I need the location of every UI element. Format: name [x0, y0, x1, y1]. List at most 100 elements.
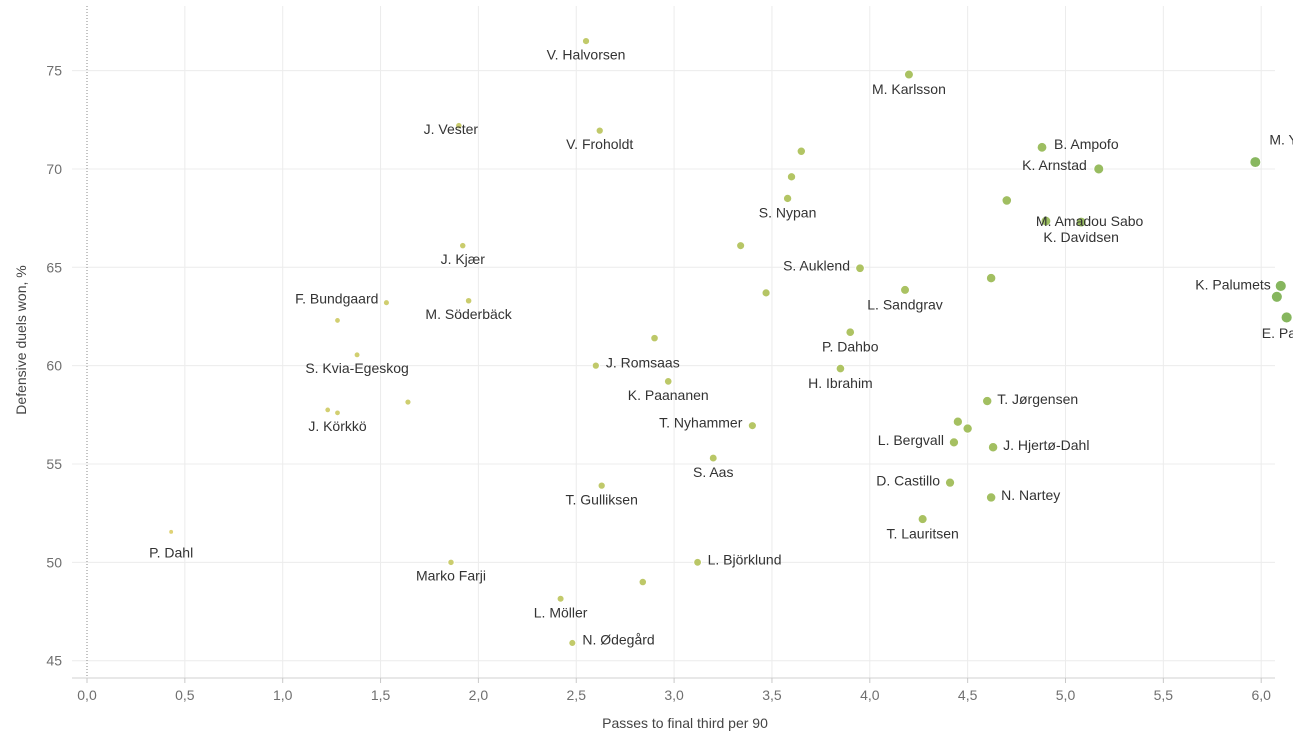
point-label: L. Möller: [534, 604, 588, 620]
data-point: [900, 284, 911, 295]
data-point: [987, 442, 999, 453]
data-point: [168, 528, 175, 535]
data-point: [1040, 215, 1052, 227]
y-tick-label: 75: [46, 63, 62, 79]
data-point: [981, 395, 993, 407]
point-label: V. Halvorsen: [547, 47, 626, 63]
y-tick-label: 45: [46, 653, 62, 669]
x-tick-label: 0,5: [175, 687, 195, 703]
data-point: [447, 558, 455, 567]
point-label: M. Yalcouyé: [1269, 132, 1293, 148]
data-point: [595, 126, 604, 135]
point-label: J. Körkkö: [308, 418, 367, 434]
data-point: [1270, 290, 1283, 303]
point-label: H. Ibrahim: [808, 375, 873, 391]
point-labels: V. Halvorsen M. Karlsson J. Vester V. Froho…: [149, 47, 1293, 648]
data-point: [736, 241, 746, 251]
point-label: L. Bergvall: [878, 432, 944, 448]
point-label: S. Aas: [693, 464, 733, 480]
data-point: [1249, 156, 1262, 169]
point-label: S. Nypan: [759, 205, 817, 221]
data-point: [1280, 311, 1293, 324]
point-label: K. Arnstad: [1022, 157, 1087, 173]
point-label: S. Kvia-Egeskog: [305, 360, 409, 376]
data-point: [568, 638, 577, 648]
data-point: [464, 296, 473, 305]
data-point: [663, 377, 673, 386]
point-label: M. Söderbäck: [425, 306, 512, 322]
point-label: S. Auklend: [783, 258, 850, 274]
data-point: [556, 594, 565, 603]
data-point: [944, 477, 956, 488]
x-tick-label: 3,5: [762, 687, 782, 703]
data-point: [458, 241, 467, 250]
data-point: [1036, 141, 1048, 153]
y-axis-ticks: 45 50 55 60 65 70 75: [46, 63, 62, 669]
point-label: J. Kjær: [441, 251, 486, 267]
data-point: [597, 481, 606, 490]
x-tick-label: 5,0: [1056, 687, 1076, 703]
x-tick-label: 5,5: [1154, 687, 1174, 703]
data-point: [835, 363, 846, 374]
data-point: [747, 421, 757, 431]
point-label: J. Romsaas: [606, 354, 680, 370]
x-tick-label: 1,5: [371, 687, 391, 703]
point-label: D. Castillo: [876, 472, 940, 488]
y-tick-label: 50: [46, 554, 62, 570]
data-point: [693, 557, 702, 567]
point-label: E. Patut: [1262, 325, 1293, 341]
data-point: [708, 453, 718, 463]
data-point: [650, 333, 659, 343]
data-point: [786, 172, 797, 182]
x-tick-label: 2,0: [469, 687, 489, 703]
y-tick-label: 60: [46, 358, 62, 374]
data-point: [455, 121, 463, 130]
point-label: T. Gulliksen: [566, 491, 638, 507]
data-point: [334, 317, 341, 324]
data-point: [1093, 163, 1105, 175]
data-point: [952, 416, 964, 427]
data-point: [404, 398, 412, 406]
data-point: [1075, 216, 1087, 228]
point-label: V. Froholdt: [566, 136, 633, 152]
x-tick-label: 6,0: [1251, 687, 1271, 703]
point-label: L. Sandgrav: [867, 296, 943, 312]
data-point: [917, 514, 928, 525]
data-point: [985, 272, 997, 284]
point-label: J. Vester: [424, 121, 479, 137]
data-point: [382, 299, 390, 307]
data-point: [761, 288, 771, 298]
data-point: [796, 146, 807, 156]
data-point: [581, 36, 591, 46]
point-label: K. Paananen: [628, 387, 709, 403]
point-label: K. Palumets: [1195, 277, 1270, 293]
x-axis-ticks: 0,00,51,01,52,02,53,03,54,04,55,05,56,06…: [77, 678, 1271, 703]
point-label: T. Jørgensen: [997, 391, 1078, 407]
point-label: T. Lauritsen: [886, 526, 958, 542]
x-tick-label: 4,5: [958, 687, 978, 703]
point-label: M. Amadou Sabo: [1036, 213, 1144, 229]
point-label: J. Hjertø-Dahl: [1003, 437, 1089, 453]
data-point: [353, 351, 361, 359]
point-label: F. Bundgaard: [295, 291, 378, 307]
data-point: [1001, 195, 1013, 206]
point-label: N. Nartey: [1001, 487, 1060, 503]
x-tick-label: 3,0: [664, 687, 684, 703]
y-tick-label: 70: [46, 161, 62, 177]
x-tick-label: 1,0: [273, 687, 293, 703]
data-point: [845, 327, 856, 338]
data-point: [324, 406, 332, 414]
data-point: [334, 409, 341, 417]
data-point: [638, 577, 648, 587]
point-label: P. Dahbo: [822, 339, 879, 355]
data-point: [903, 69, 914, 80]
point-label: P. Dahl: [149, 544, 193, 560]
data-point: [591, 361, 600, 370]
data-point: [985, 492, 997, 503]
point-label: Marko Farji: [416, 568, 486, 584]
x-tick-label: 4,0: [860, 687, 880, 703]
x-tick-label: 2,5: [567, 687, 587, 703]
x-tick-label: 0,0: [77, 687, 97, 703]
y-axis-title: Defensive duels won, %: [13, 265, 29, 414]
